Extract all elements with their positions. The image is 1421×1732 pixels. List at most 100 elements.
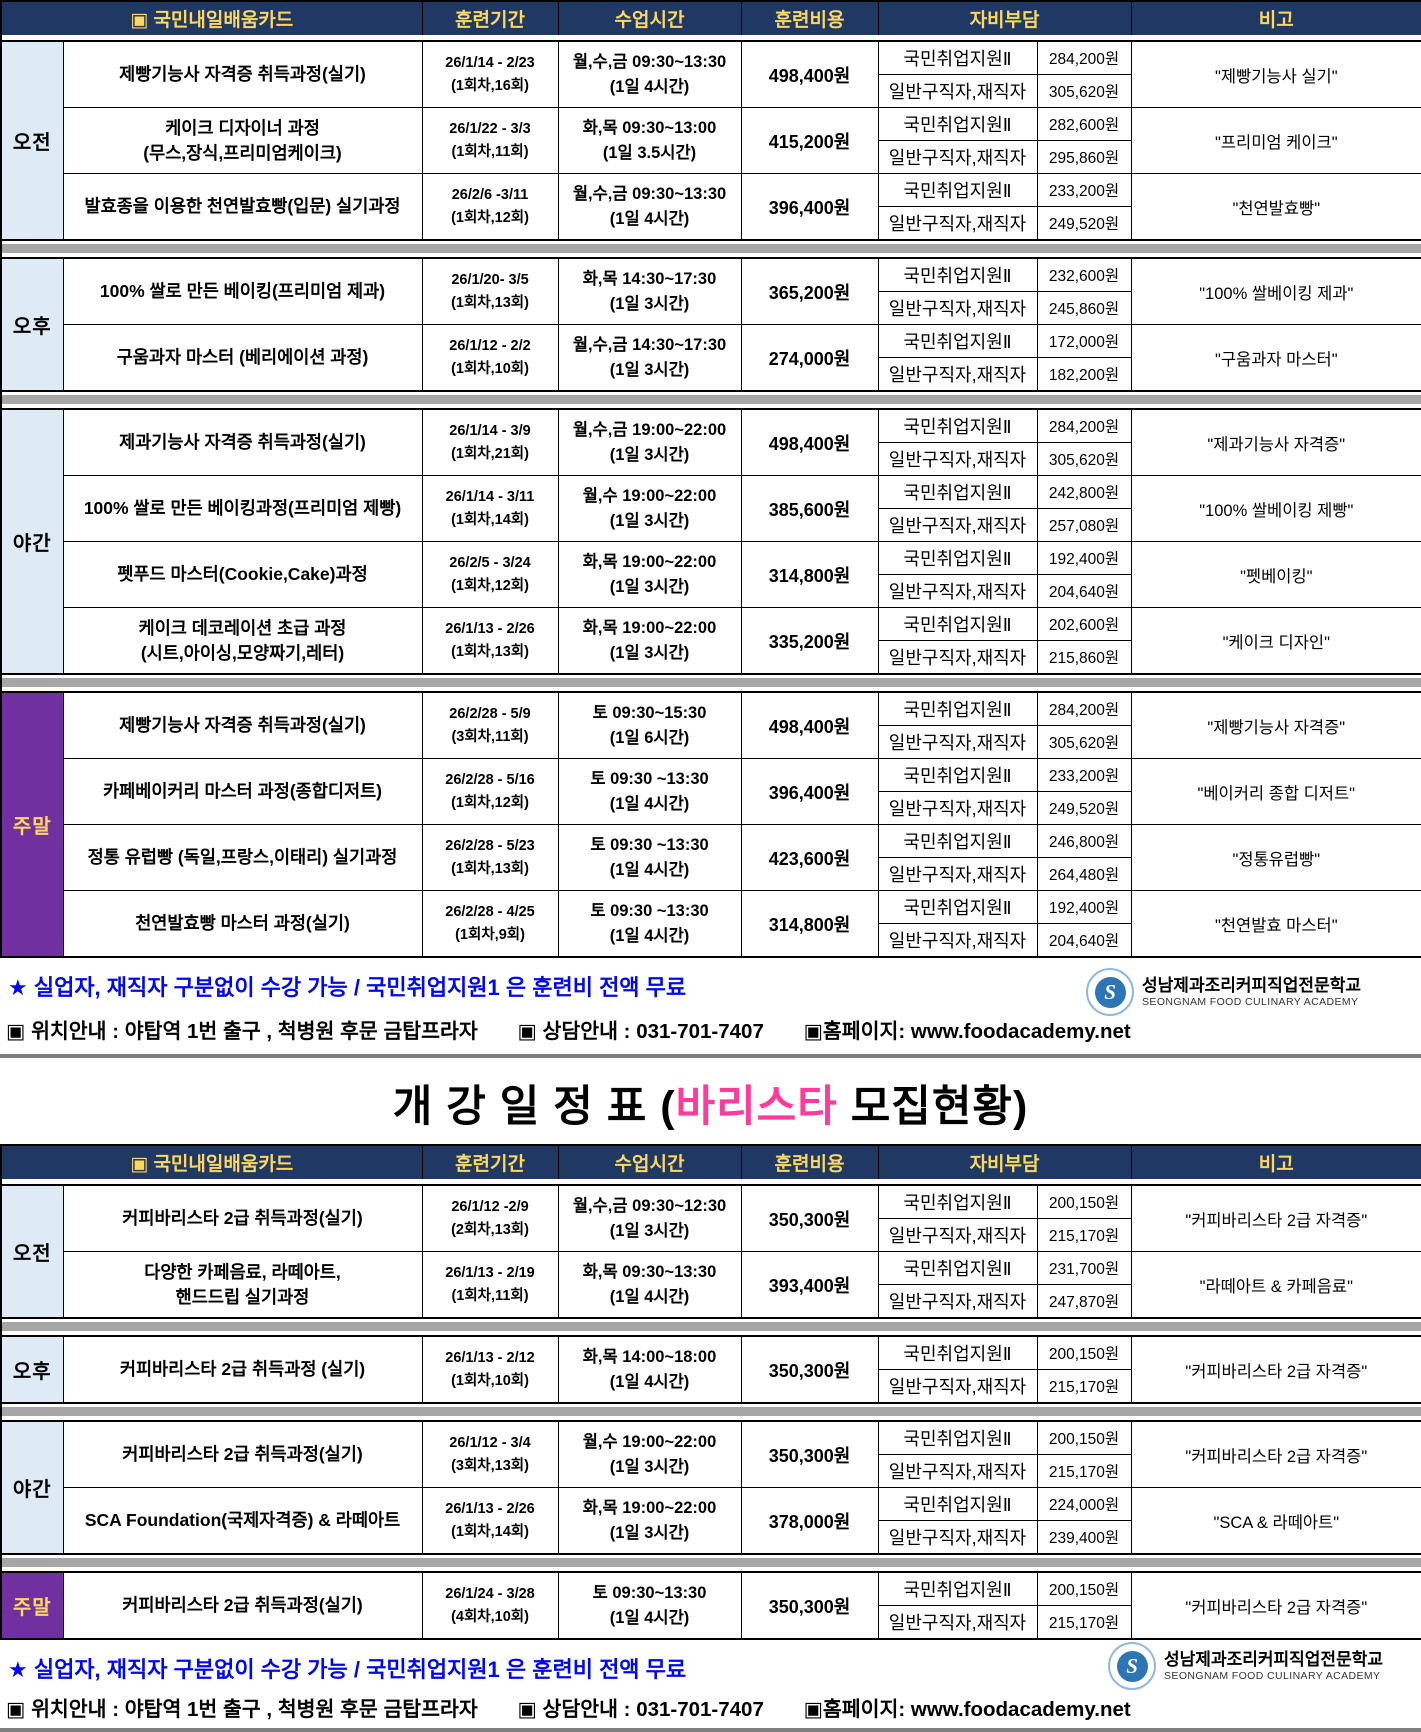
homepage-link[interactable]: ▣홈페이지: www.foodacademy.net	[803, 1020, 1131, 1043]
selfpay-type: 일반구직자,재직자	[877, 357, 1038, 392]
homepage-link[interactable]: ▣홈페이지: www.foodacademy.net	[803, 1698, 1131, 1721]
class-time: 월,수,금 09:30~13:30 (1일 4시간)	[557, 173, 742, 241]
location-info: ▣ 위치안내 : 야탑역 1번 출구 , 척병원 후문 금탑프라자	[6, 1020, 478, 1043]
selfpay-amount: 242,800원	[1036, 475, 1132, 509]
selfpay-amount: 182,200원	[1036, 357, 1132, 392]
consult-info: ▣ 상담안내 : 031-701-7407	[517, 1698, 764, 1721]
group-label-오후: 오후	[0, 257, 64, 392]
header-selfpay: 자비부담	[877, 0, 1132, 35]
course-subrow: 일반구직자,재직자 204,640원	[1, 923, 1421, 958]
header-note: 비고	[1130, 1144, 1421, 1179]
selfpay-amount: 215,170원	[1036, 1605, 1132, 1640]
selfpay-type: 국민취업지원Ⅱ	[877, 1571, 1038, 1606]
class-time: 월,수,금 14:30~17:30 (1일 3시간)	[557, 324, 742, 392]
course-row: 오후 커피바리스타 2급 취득과정 (실기) 26/1/13 - 2/12 (1회차,…	[0, 1335, 1421, 1404]
academy-name: 성남제과조리커피직업전문학교 SEONGNAM FOOD CULINARY AC…	[1142, 976, 1361, 1008]
selfpay-type: 일반구직자,재직자	[877, 640, 1038, 675]
selfpay-type: 일반구직자,재직자	[877, 857, 1038, 891]
selfpay-amount: 246,800원	[1036, 824, 1132, 858]
selfpay-type: 국민취업지원Ⅱ	[877, 541, 1038, 575]
selfpay-type: 일반구직자,재직자	[877, 791, 1038, 825]
course-row: 오전 제빵기능사 자격증 취득과정(실기) 26/1/14 - 2/23 (1회차,1…	[0, 40, 1421, 241]
academy-logo: S 성남제과조리커피직업전문학교 SEONGNAM FOOD CULINARY …	[1086, 968, 1361, 1016]
selfpay-type: 국민취업지원Ⅱ	[877, 40, 1038, 75]
course-row: 오후 100% 쌀로 만든 베이킹(프리미엄 제과) 26/1/20- 3/5 (1회…	[0, 257, 1421, 392]
group-label-오전: 오전	[0, 1184, 64, 1319]
selfpay-amount: 215,170원	[1036, 1369, 1132, 1404]
consult-info: ▣ 상담안내 : 031-701-7407	[517, 1020, 764, 1043]
class-time: 월,수 19:00~22:00 (1일 3시간)	[557, 475, 742, 542]
selfpay-amount: 204,640원	[1036, 574, 1132, 608]
training-period: 26/2/28 - 5/23 (1회차,13회)	[421, 824, 559, 891]
course-note: "SCA & 라떼아트"	[1130, 1487, 1421, 1555]
training-cost: 498,400원	[740, 40, 879, 108]
course-row: 천연발효빵 마스터 과정(실기) 26/2/28 - 4/25 (1회차,9회) 토 …	[1, 890, 1421, 958]
training-cost: 350,300원	[740, 1420, 879, 1488]
selfpay-type: 일반구직자,재직자	[877, 1284, 1038, 1319]
selfpay-amount: 200,150원	[1036, 1420, 1132, 1455]
training-period: 26/2/5 - 3/24 (1회차,12회)	[421, 541, 559, 608]
academy-logo-icon: S	[1086, 968, 1135, 1016]
course-name: 커피바리스타 2급 취득과정(실기)	[62, 1571, 423, 1640]
group-separator	[1, 1553, 1421, 1573]
selfpay-type: 일반구직자,재직자	[877, 1369, 1038, 1404]
title-barista-highlight: 바리스타	[675, 1083, 838, 1131]
group-separator	[1, 390, 1421, 410]
bottom-divider	[0, 1728, 1421, 1732]
training-period: 26/1/12 - 2/2 (1회차,10회)	[421, 324, 559, 392]
course-subrow: 일반구직자,재직자 305,620원	[1, 442, 1421, 476]
class-time: 월,수,금 09:30~12:30 (1일 3시간)	[557, 1184, 742, 1252]
selfpay-type: 국민취업지원Ⅱ	[877, 1420, 1038, 1455]
selfpay-type: 일반구직자,재직자	[877, 923, 1038, 958]
course-name: 제과기능사 자격증 취득과정(실기)	[62, 408, 423, 476]
selfpay-amount: 245,860원	[1036, 291, 1132, 325]
selfpay-amount: 233,200원	[1036, 173, 1132, 207]
baking-schedule-footer: ★ 실업자, 재직자 구분없이 수강 가능 / 국민취업지원1 은 훈련비 전액…	[0, 958, 1421, 1054]
group-label-오전: 오전	[0, 40, 64, 241]
training-period: 26/1/12 - 3/4 (3회차,13회)	[421, 1420, 559, 1488]
course-row: 주말 제빵기능사 자격증 취득과정(실기) 26/2/28 - 5/9 (3회차,11…	[0, 691, 1421, 958]
training-period: 26/1/13 - 2/19 (1회차,11회)	[421, 1251, 559, 1319]
training-period: 26/1/13 - 2/12 (1회차,10회)	[421, 1335, 559, 1404]
training-period: 26/1/13 - 2/26 (1회차,13회)	[421, 607, 559, 675]
course-row: 주말 커피바리스타 2급 취득과정(실기) 26/1/24 - 3/28 (4회차,1…	[0, 1571, 1421, 1640]
class-time: 화,목 09:30~13:00 (1일 3.5시간)	[557, 107, 742, 174]
barista-schedule-table: ▣ 국민내일배움카드 훈련기간 수업시간 훈련비용 자비부담 비고 오전 커피바리스타 2급 …	[0, 1144, 1421, 1640]
course-row: 펫푸드 마스터(Cookie,Cake)과정 26/2/5 - 3/24 (1회차,…	[1, 541, 1421, 608]
academy-name: 성남제과조리커피직업전문학교 SEONGNAM FOOD CULINARY AC…	[1164, 1650, 1383, 1682]
selfpay-amount: 215,170원	[1036, 1218, 1132, 1252]
course-subrow: 일반구직자,재직자 239,400원	[1, 1520, 1421, 1555]
training-period: 26/1/12 -2/9 (2회차,13회)	[421, 1184, 559, 1252]
course-subrow: 일반구직자,재직자 249,520원	[1, 206, 1421, 241]
selfpay-amount: 247,870원	[1036, 1284, 1132, 1319]
class-time: 토 09:30 ~13:30 (1일 4시간)	[557, 824, 742, 891]
selfpay-amount: 200,150원	[1036, 1571, 1132, 1606]
barista-schedule-footer: ★ 실업자, 재직자 구분없이 수강 가능 / 국민취업지원1 은 훈련비 전액…	[0, 1640, 1421, 1728]
group-separator	[1, 1317, 1421, 1337]
course-name: 천연발효빵 마스터 과정(실기)	[62, 890, 423, 958]
selfpay-amount: 232,600원	[1036, 257, 1132, 292]
course-name: 정통 유럽빵 (독일,프랑스,이태리) 실기과정	[62, 824, 423, 891]
course-note: "커피바리스타 2급 자격증"	[1130, 1335, 1421, 1404]
selfpay-type: 일반구직자,재직자	[877, 1605, 1038, 1640]
selfpay-type: 국민취업지원Ⅱ	[877, 257, 1038, 292]
training-period: 26/1/14 - 3/11 (1회차,14회)	[421, 475, 559, 542]
schedule-header-row: ▣ 국민내일배움카드 훈련기간 수업시간 훈련비용 자비부담 비고	[0, 0, 1421, 35]
selfpay-type: 일반구직자,재직자	[877, 1218, 1038, 1252]
selfpay-type: 국민취업지원Ⅱ	[877, 758, 1038, 792]
training-period: 26/1/22 - 3/3 (1회차,11회)	[421, 107, 559, 174]
course-name: 커피바리스타 2급 취득과정(실기)	[62, 1184, 423, 1252]
course-note: "100% 쌀베이킹 제과"	[1130, 257, 1421, 325]
group-label-야간: 야간	[0, 408, 64, 675]
selfpay-amount: 249,520원	[1036, 206, 1132, 241]
selfpay-type: 국민취업지원Ⅱ	[877, 1251, 1038, 1285]
course-note: "제빵기능사 자격증"	[1130, 691, 1421, 759]
selfpay-amount: 202,600원	[1036, 607, 1132, 641]
academy-logo: S 성남제과조리커피직업전문학교 SEONGNAM FOOD CULINARY …	[1108, 1642, 1383, 1690]
group-separator	[1, 673, 1421, 693]
selfpay-amount: 172,000원	[1036, 324, 1132, 358]
barista-schedule-title: 개 강 일 정 표 (바리스타 모집현황)	[0, 1072, 1421, 1134]
selfpay-type: 국민취업지원Ⅱ	[877, 691, 1038, 726]
course-subrow: 일반구직자,재직자 182,200원	[1, 357, 1421, 392]
training-cost: 365,200원	[740, 257, 879, 325]
